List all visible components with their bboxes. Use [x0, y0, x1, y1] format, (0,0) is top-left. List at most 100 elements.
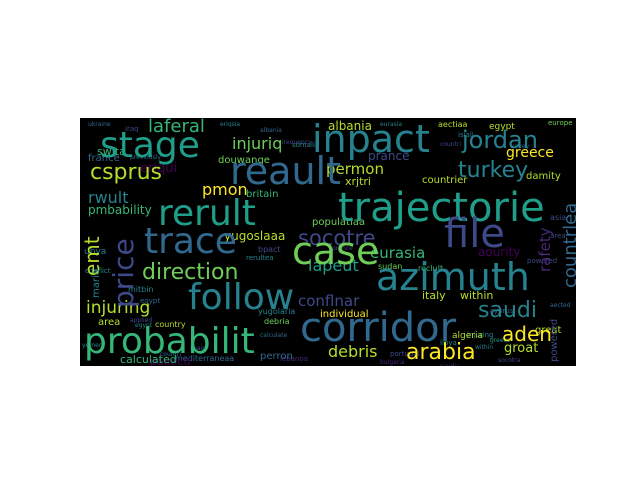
- cloud-word: douwange: [218, 155, 270, 166]
- cloud-word: irequency: [282, 139, 312, 146]
- cloud-word: socotra: [498, 357, 521, 364]
- cloud-word: albania: [328, 119, 372, 133]
- cloud-word: within: [475, 344, 494, 351]
- cloud-word: debria: [264, 317, 290, 326]
- cloud-word: iapeut: [308, 256, 359, 275]
- cloud-word: injuring: [467, 331, 494, 339]
- cloud-word: xrjtri: [345, 175, 371, 188]
- cloud-word: follow: [188, 277, 295, 318]
- cloud-word: yemen: [82, 342, 103, 349]
- cloud-word: somalia: [292, 141, 320, 149]
- cloud-word: eriqsia: [220, 121, 241, 128]
- cloud-word: laferal: [148, 118, 205, 137]
- cloud-word: portugal: [390, 350, 420, 358]
- cloud-word: bulgaria: [380, 359, 405, 366]
- cloud-word: direction: [142, 260, 239, 285]
- cloud-word: aected: [550, 302, 571, 309]
- cloud-word: egypt: [489, 122, 515, 132]
- cloud-word: eriqui: [140, 161, 178, 176]
- cloud-word: egypt: [135, 322, 153, 329]
- cloud-word: asia: [550, 213, 567, 222]
- cloud-word: lebanoa: [280, 355, 308, 363]
- cloud-word: britain: [246, 189, 279, 200]
- cloud-word: jordan: [462, 126, 538, 154]
- cloud-word: populatiaa: [312, 217, 366, 228]
- cloud-word: algeria: [452, 331, 483, 341]
- cloud-word: spain: [190, 345, 207, 352]
- cloud-word: pauecd: [150, 355, 191, 366]
- cloud-word: reault: [230, 149, 341, 193]
- cloud-word: great: [535, 325, 562, 336]
- cloud-word: egypt: [140, 297, 161, 305]
- cloud-word: azimuth: [376, 255, 530, 299]
- cloud-word: mitbin: [128, 285, 154, 294]
- cloud-word: aourity: [478, 245, 521, 259]
- cloud-word: pmon: [202, 180, 248, 199]
- cloud-word: saudi: [478, 298, 537, 323]
- cloud-word: prance: [368, 149, 410, 163]
- cloud-word: case: [292, 229, 380, 273]
- cloud-word: cyprus: [490, 307, 514, 315]
- cloud-word: ubya: [84, 247, 107, 257]
- cloud-word: rafety: [536, 227, 554, 272]
- cloud-word: trajectorie: [338, 185, 545, 231]
- cloud-word: conflict: [85, 267, 111, 275]
- cloud-word: isiali: [458, 131, 474, 139]
- cloud-word: saudia: [440, 364, 460, 367]
- cloud-word: italy: [422, 289, 446, 302]
- cloud-word: eurasia: [370, 244, 426, 262]
- cloud-word: powered: [549, 318, 560, 362]
- cloud-word: stage: [100, 125, 200, 166]
- cloud-word: countri: [160, 351, 182, 358]
- cloud-word: debris: [328, 342, 378, 361]
- cloud-word: file: [444, 211, 505, 257]
- cloud-word: individual: [320, 309, 369, 320]
- cloud-word: arabia: [406, 340, 476, 365]
- cloud-word: pmbability: [88, 203, 152, 217]
- cloud-word: albania: [260, 127, 282, 134]
- cloud-word: yugolaria: [258, 307, 296, 316]
- cloud-word: ukraine: [88, 121, 111, 128]
- cloud-word: aectiaa: [438, 120, 468, 129]
- cloud-word: area: [550, 232, 566, 240]
- word-cloud: previously somalia aectiaa europe egypt …: [80, 118, 576, 366]
- cloud-word: countrlea: [560, 202, 576, 288]
- cloud-word: powered: [527, 257, 558, 265]
- cloud-word: bpact: [258, 245, 281, 254]
- cloud-word: price: [107, 238, 140, 308]
- cloud-word: greece: [490, 337, 511, 344]
- cloud-word: corridor: [300, 305, 457, 351]
- cloud-word: swita: [97, 145, 126, 158]
- cloud-word: yugoslaaa: [224, 229, 286, 243]
- cloud-word: aden: [502, 322, 552, 346]
- cloud-word: csprus: [90, 160, 162, 185]
- cloud-word: permon: [326, 160, 384, 178]
- cloud-word: turkey: [458, 158, 529, 183]
- cloud-word: rerult: [158, 193, 256, 234]
- cloud-word: damity: [526, 171, 561, 182]
- cloud-word: countri: [440, 141, 462, 148]
- cloud-word: france: [88, 153, 120, 164]
- cloud-word: mediterraneaa: [175, 354, 235, 363]
- cloud-word: europe: [548, 119, 573, 127]
- cloud-word: countrier: [422, 175, 468, 186]
- cloud-word: applied: [130, 317, 153, 324]
- cloud-word: injuring: [86, 298, 151, 318]
- cloud-word: prance: [332, 245, 353, 252]
- cloud-word: country: [155, 320, 186, 329]
- cloud-word: eurasia: [380, 121, 403, 128]
- cloud-word: socotre: [298, 226, 376, 250]
- cloud-word: reclult: [418, 264, 444, 273]
- cloud-word: groat: [504, 341, 539, 356]
- cloud-word: area: [98, 317, 121, 328]
- cloud-word: conflnar: [298, 292, 360, 310]
- cloud-word: calculated: [120, 353, 177, 366]
- cloud-word: inpact: [312, 118, 430, 161]
- cloud-word: calculate: [260, 332, 288, 339]
- cloud-word: rerultea: [246, 254, 274, 262]
- cloud-word: trace: [144, 221, 237, 262]
- cloud-word: previously: [130, 154, 161, 161]
- cloud-word: injuriq: [232, 134, 283, 153]
- cloud-word: perron: [260, 351, 293, 362]
- cloud-word: sudan: [378, 262, 403, 271]
